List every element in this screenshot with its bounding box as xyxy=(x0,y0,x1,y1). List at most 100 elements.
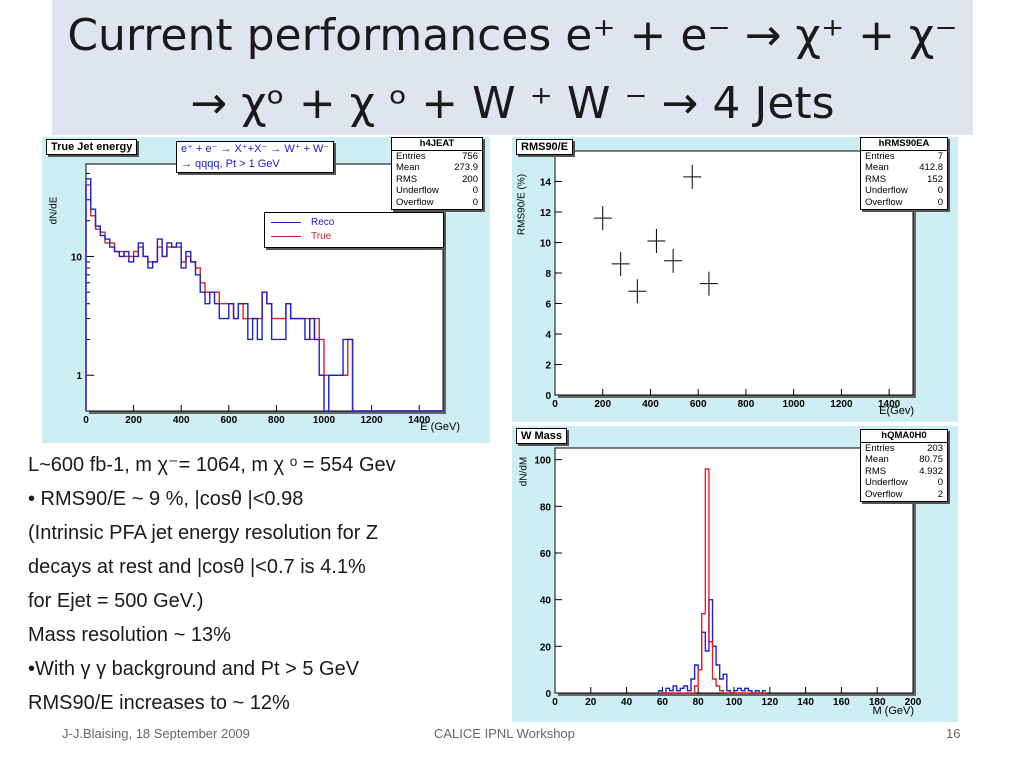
legend-label: Reco xyxy=(311,216,335,228)
y-tick-label: 1 xyxy=(76,371,82,382)
stats-value: 152 xyxy=(927,173,943,185)
y-tick-label: 80 xyxy=(540,502,552,513)
stats-value: 0 xyxy=(472,196,478,208)
stats-label: Overflow xyxy=(396,196,434,208)
stats-value: 0 xyxy=(472,185,478,197)
x-tick-label: 140 xyxy=(797,697,814,708)
jet-energy-stats-row: Overflow 0 xyxy=(392,197,482,209)
stats-value: 80.75 xyxy=(919,454,943,466)
x-tick-label: 20 xyxy=(585,697,597,708)
w-mass-stats-row: RMS 4.932 xyxy=(861,466,947,478)
slide-title-line-2: → χᵒ + χ ᵒ + W ⁺ W ⁻ → 4 Jets xyxy=(190,78,835,129)
stats-value: 2 xyxy=(937,488,943,500)
w-mass-panel: 0 20 40 60 80 100 120 140 160 180 200 0 20 40 60 80 100 … xyxy=(512,426,958,722)
stats-label: Overflow xyxy=(865,488,903,500)
stats-label: Entries xyxy=(865,150,895,162)
w-mass-chart: 0 20 40 60 80 100 120 140 160 180 200 0 20 40 60 80 100 xyxy=(534,447,922,708)
x-tick-label: 180 xyxy=(869,697,886,708)
x-tick-label: 600 xyxy=(220,415,237,426)
x-tick-label: 1200 xyxy=(360,415,383,426)
footer-author: J-J.Blaising, 18 September 2009 xyxy=(62,726,250,741)
x-tick-label: 40 xyxy=(621,697,633,708)
plot-frame xyxy=(85,163,444,412)
histogram-true xyxy=(658,468,767,694)
stats-value: 0 xyxy=(937,477,943,489)
body-text-line: decays at rest and |cosθ |<0.7 is 4.1% xyxy=(28,556,366,578)
y-tick-label: 2 xyxy=(545,361,551,372)
rms90-stats-row: RMS 152 xyxy=(861,174,947,186)
x-tick-label: 200 xyxy=(905,697,922,708)
w-mass-stats-row: Underflow 0 xyxy=(861,477,947,489)
x-tick-label: 160 xyxy=(833,697,850,708)
x-tick-label: 120 xyxy=(761,697,778,708)
jet-energy-panel: 0 200 400 600 800 1000 1200 1400 1 10 True Jet en… xyxy=(42,137,490,443)
x-tick-label: 80 xyxy=(693,697,705,708)
histogram-reco xyxy=(658,598,767,694)
y-tick-label: 14 xyxy=(540,178,552,189)
w-mass-stats-row: Mean 80.75 xyxy=(861,454,947,466)
rms90-stats-row: Mean 412.8 xyxy=(861,162,947,174)
x-tick-label: 1400 xyxy=(878,399,901,410)
x-tick-label: 800 xyxy=(738,399,755,410)
stats-label: Underflow xyxy=(865,477,908,489)
stats-value: 756 xyxy=(462,150,478,162)
x-tick-label: 60 xyxy=(657,697,669,708)
rms90-stats-row: Underflow 0 xyxy=(861,185,947,197)
stats-value: 0 xyxy=(937,196,943,208)
w-mass-hist-title: W Mass xyxy=(516,428,567,444)
rms90-stats-row: Overflow 0 xyxy=(861,197,947,209)
stats-value: 4.932 xyxy=(919,465,943,477)
y-tick-label: 100 xyxy=(534,456,551,467)
mass-ylabel: dN/dM xyxy=(518,456,530,487)
x-tick-label: 0 xyxy=(83,415,89,426)
x-tick-label: 0 xyxy=(552,697,558,708)
rms90-chart: 0 200 400 600 800 1000 1200 1400 0 2 4 6 8 10 12 14 xyxy=(540,150,916,410)
jet-energy-stats-row: RMS 200 xyxy=(392,174,482,186)
body-text-line: L~600 fb-1, m χ⁻= 1064, m χ ᵒ = 554 Gev xyxy=(28,454,396,476)
w-mass-stats-row: Overflow 2 xyxy=(861,489,947,501)
legend-label: True xyxy=(311,230,332,242)
x-tick-label: 1400 xyxy=(408,415,431,426)
process-line-1: e⁺ + e⁻ → X⁺+X⁻ → W⁺ + W⁻ xyxy=(181,143,330,155)
jet-energy-stats-name: h4JEAT xyxy=(392,138,482,151)
y-tick-label: 4 xyxy=(545,330,551,341)
stats-value: 412.8 xyxy=(919,162,943,174)
mass-xlabel: M (GeV) xyxy=(872,705,914,717)
x-tick-label: 1200 xyxy=(830,399,853,410)
body-text-line: • RMS90/E ~ 9 %, |cosθ |<0.98 xyxy=(28,488,304,510)
x-tick-label: 0 xyxy=(552,399,558,410)
title-band: Current performances e⁺ + e⁻ → χ⁺ + χ⁻ →… xyxy=(52,0,973,135)
body-text-line: for Ejet = 500 GeV.) xyxy=(28,590,204,612)
jet-energy-legend: Reco True xyxy=(264,212,444,248)
x-tick-label: 600 xyxy=(690,399,707,410)
process-line-2: → qqqq, Pt > 1 GeV xyxy=(181,158,280,170)
body-text-line: (Intrinsic PFA jet energy resolution for… xyxy=(28,522,379,544)
y-tick-label: 40 xyxy=(540,596,552,607)
y-tick-label: 0 xyxy=(545,391,551,402)
legend-line-swatch xyxy=(271,235,301,237)
rms90-stats-row: Entries 7 xyxy=(861,151,947,163)
x-tick-label: 200 xyxy=(125,415,142,426)
jet-energy-hist-title: True Jet energy xyxy=(46,139,138,155)
rms90-hist-title: RMS90/E xyxy=(516,139,574,155)
y-tick-label: 60 xyxy=(540,549,552,560)
y-tick-label: 10 xyxy=(540,239,552,250)
jet-energy-stats-row: Underflow 0 xyxy=(392,185,482,197)
process-label-box: e⁺ + e⁻ → X⁺+X⁻ → W⁺ + W⁻ → qqqq, Pt > 1… xyxy=(176,141,335,173)
stats-value: 7 xyxy=(937,150,943,162)
x-tick-label: 1000 xyxy=(313,415,336,426)
w-mass-stats-row: Entries 203 xyxy=(861,443,947,455)
stats-value: 203 xyxy=(927,442,943,454)
rms90-stats-name: hRMS90EA xyxy=(861,138,947,151)
stats-label: RMS xyxy=(865,173,887,185)
legend-entry-reco: Reco xyxy=(265,215,443,229)
stats-value: 200 xyxy=(462,173,478,185)
jet-energy-stats-row: Mean 273.9 xyxy=(392,162,482,174)
body-text-line: RMS90/E increases to ~ 12% xyxy=(28,692,290,714)
stats-label: RMS xyxy=(396,173,418,185)
y-tick-label: 12 xyxy=(540,208,552,219)
stats-label: Mean xyxy=(865,454,889,466)
jet-energy-stats-row: Entries 756 xyxy=(392,151,482,163)
stats-label: Underflow xyxy=(396,185,439,197)
slide-title-line-1: Current performances e⁺ + e⁻ → χ⁺ + χ⁻ xyxy=(67,10,958,61)
